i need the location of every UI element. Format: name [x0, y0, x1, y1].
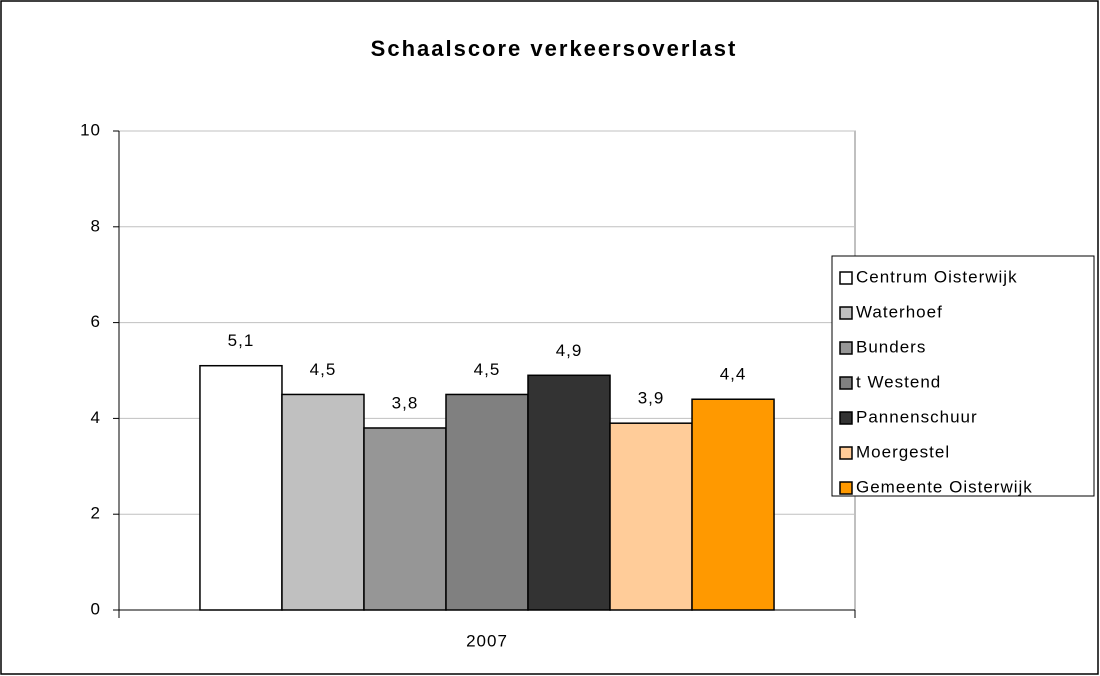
value-label: 4,4	[720, 365, 747, 384]
legend-swatch	[839, 481, 853, 495]
y-tick-label: 8	[91, 216, 101, 235]
value-label: 3,8	[392, 393, 419, 412]
value-label: 4,5	[474, 360, 501, 379]
legend-swatch	[839, 411, 853, 425]
value-label: 3,9	[638, 389, 665, 408]
legend	[831, 255, 1095, 497]
value-label: 4,9	[556, 341, 583, 360]
legend-swatch	[839, 306, 853, 320]
value-label: 5,1	[228, 331, 255, 350]
bar	[609, 422, 693, 611]
y-tick-label: 4	[91, 408, 101, 427]
legend-label: Bunders	[856, 337, 926, 356]
bar	[445, 393, 529, 611]
legend-label: Gemeente Oisterwijk	[856, 477, 1033, 496]
legend-label: Centrum Oisterwijk	[856, 267, 1018, 286]
legend-label: t Westend	[856, 372, 941, 391]
legend-label: Waterhoef	[856, 302, 943, 321]
chart-title: Schaalscore verkeersoverlast	[371, 36, 738, 61]
legend-swatch	[839, 341, 853, 355]
y-tick-label: 2	[91, 504, 101, 523]
bar	[527, 374, 611, 611]
legend-swatch	[839, 271, 853, 285]
y-tick-label: 10	[80, 120, 101, 139]
legend-swatch	[839, 446, 853, 460]
value-label: 4,5	[310, 360, 337, 379]
bar	[281, 393, 365, 611]
bar	[691, 398, 775, 611]
legend-swatch	[839, 376, 853, 390]
bar	[363, 427, 447, 611]
y-tick-label: 0	[91, 599, 101, 618]
bar	[199, 364, 283, 611]
legend-label: Moergestel	[856, 442, 950, 461]
y-tick-label: 6	[91, 312, 101, 331]
x-tick-label: 2007	[466, 631, 508, 650]
legend-label: Pannenschuur	[856, 407, 978, 426]
